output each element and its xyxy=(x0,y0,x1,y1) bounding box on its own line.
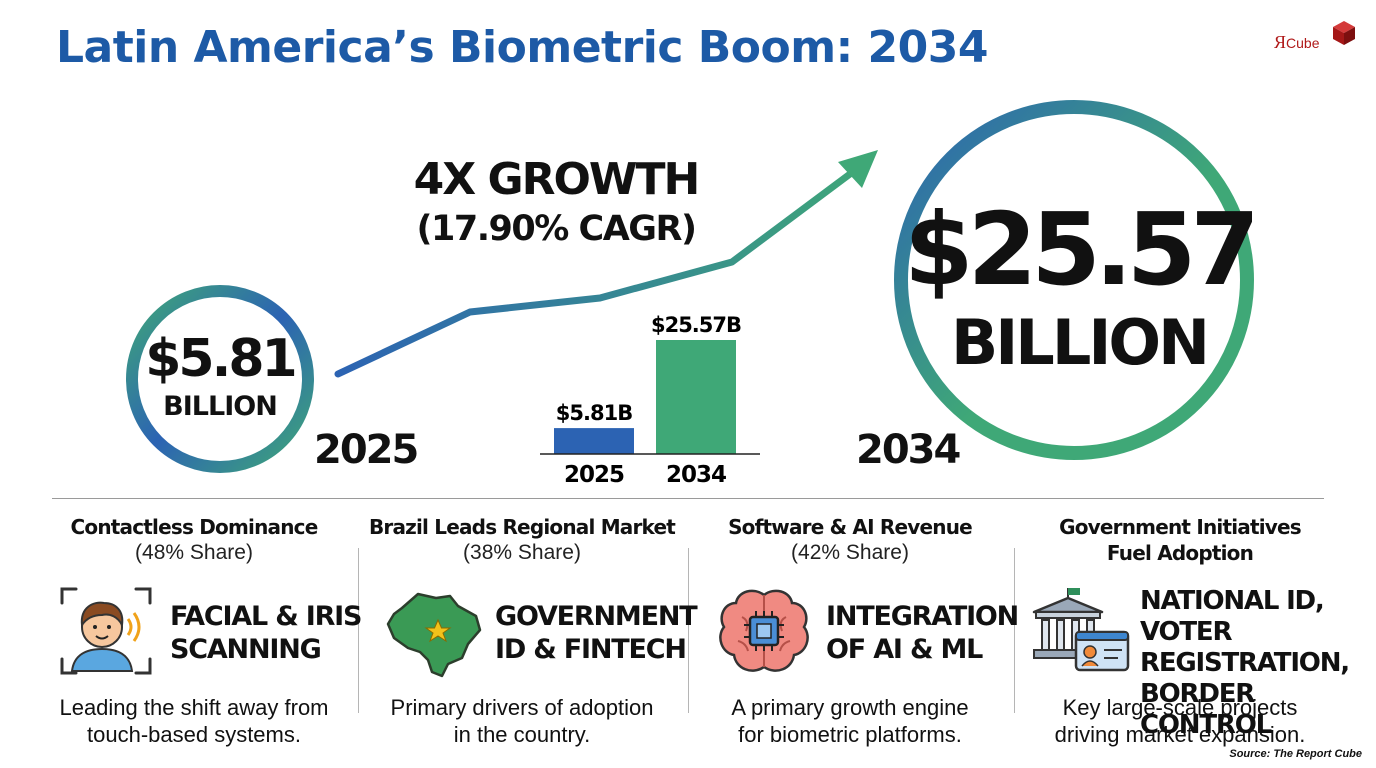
page-title: Latin America’s Biometric Boom: 2034 xyxy=(56,22,988,73)
panel-subtitle: (38% Share) xyxy=(463,541,581,564)
bar-data-label: $25.57B xyxy=(651,313,741,337)
start-year: 2025 xyxy=(314,427,419,473)
panel-label: INTEGRATION OF AI & ML xyxy=(826,601,1019,665)
report-cube-logo: ЯCube xyxy=(1272,20,1362,64)
section-divider xyxy=(52,498,1324,499)
source-note: Source: The Report Cube xyxy=(1229,748,1362,760)
cagr-label: (17.90% CAGR) xyxy=(416,209,697,249)
start-value: $5.81 xyxy=(145,329,297,389)
panel-description: Key large-scale projects driving market e… xyxy=(1054,695,1306,747)
growth-trend-arrow xyxy=(334,150,878,378)
panel-title: Software & AI Revenue xyxy=(728,515,973,539)
panel-subtitle: (42% Share) xyxy=(791,541,909,564)
panel-title: Government Initiatives Fuel Adoption xyxy=(1059,515,1302,565)
panel-label: NATIONAL ID, VOTER REGISTRATION, BORDER CO… xyxy=(1140,586,1350,740)
panel-divider xyxy=(688,548,689,713)
end-unit: BILLION xyxy=(950,306,1210,379)
panel-subtitle: (48% Share) xyxy=(135,541,253,564)
government-building-icon xyxy=(1032,588,1130,672)
start-value-ring xyxy=(126,285,314,473)
panel-description: Leading the shift away from touch-based s… xyxy=(59,695,329,747)
x-tick-label: 2034 xyxy=(666,462,726,488)
face-scan-icon xyxy=(60,587,152,675)
end-value: $25.57 xyxy=(904,191,1260,308)
bar-2034 xyxy=(656,340,736,454)
start-unit: BILLION xyxy=(163,391,278,422)
panel-description: A primary growth engine for biometric pla… xyxy=(731,695,969,747)
bar-2025 xyxy=(554,428,634,454)
brain-chip-icon xyxy=(719,589,809,672)
panel-title: Contactless Dominance xyxy=(70,515,319,539)
panel-divider xyxy=(1014,548,1015,713)
x-tick-label: 2025 xyxy=(564,462,624,488)
panel-divider xyxy=(358,548,359,713)
panel-brazil: Brazil Leads Regional Market (38% Share) xyxy=(362,514,682,566)
panel-description: Primary drivers of adoption in the countr… xyxy=(390,695,654,747)
panel-label: GOVERNMENT ID & FINTECH xyxy=(495,601,698,665)
bar-chart: $5.81B 2025 $25.57B 2034 xyxy=(540,313,760,488)
growth-headline: 4X GROWTH xyxy=(413,154,701,205)
panel-title: Brazil Leads Regional Market xyxy=(368,515,676,539)
bar-data-label: $5.81B xyxy=(556,401,632,425)
end-year: 2034 xyxy=(856,427,961,473)
end-value-ring xyxy=(894,100,1254,460)
panel-contactless: Contactless Dominance (48% Share) xyxy=(34,514,354,566)
panel-label: FACIAL & IRIS SCANNING xyxy=(170,601,362,665)
brazil-map-icon xyxy=(386,592,482,678)
cube-icon xyxy=(1333,21,1355,45)
panel-software-ai: Software & AI Revenue (42% Share) xyxy=(690,514,1010,566)
panel-government: Government Initiatives Fuel Adoption xyxy=(1020,514,1340,566)
